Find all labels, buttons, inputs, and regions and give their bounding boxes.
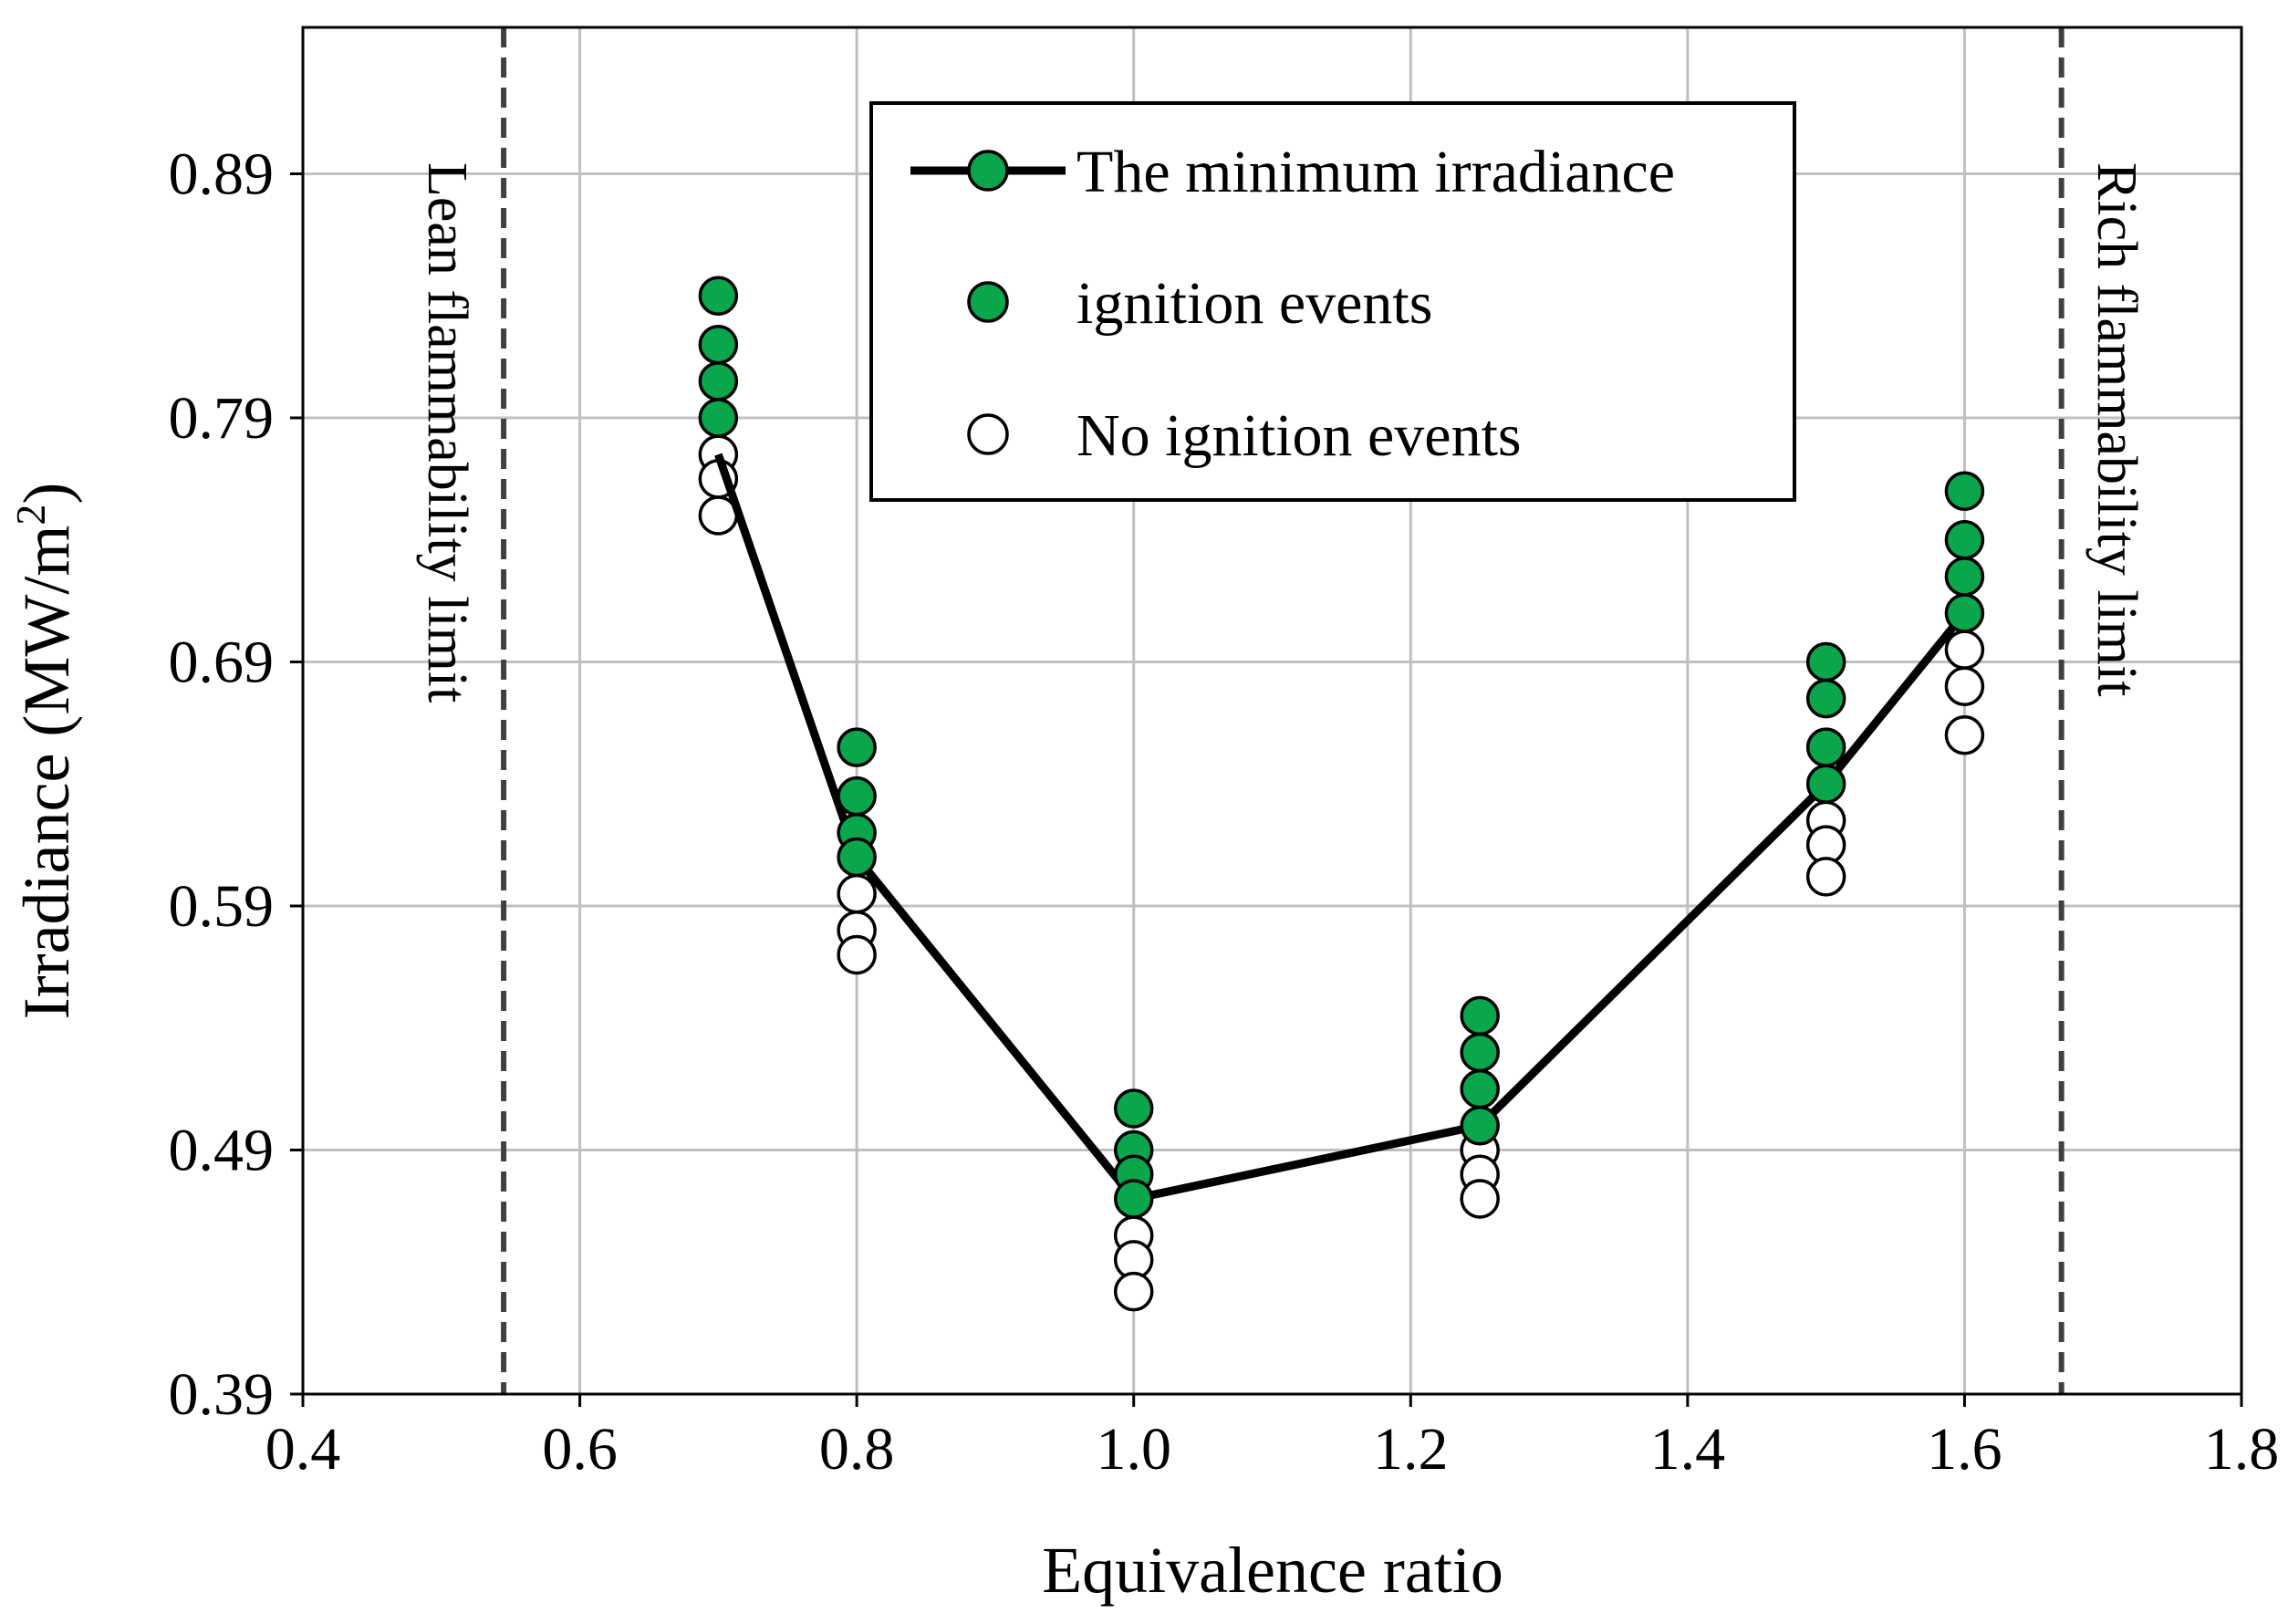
x-axis-title: Equivalence ratio xyxy=(1042,1534,1503,1607)
ignition-point xyxy=(1944,471,1985,511)
ignition-point xyxy=(698,398,739,438)
ignition-point xyxy=(698,325,739,365)
ignition-point xyxy=(1944,593,1985,633)
ignition-point xyxy=(1805,727,1846,767)
ignition-point xyxy=(698,361,739,401)
y-tick-label: 0.79 xyxy=(169,385,275,452)
ignition-point xyxy=(1113,1088,1154,1129)
y-axis-title-tail: ) xyxy=(10,483,83,505)
x-tick-label: 0.4 xyxy=(265,1416,341,1483)
legend-label-minimum-irradiance: The minimum irradiance xyxy=(1076,139,1675,205)
x-tick-label: 0.6 xyxy=(542,1416,618,1483)
y-axis-title: Irradiance (MW/m2) xyxy=(7,483,83,1020)
minimum-irradiance-line xyxy=(714,453,1968,1203)
flammability-limit-lines xyxy=(501,27,2064,1394)
no-ignition-point xyxy=(1460,1179,1500,1219)
legend-label-ignition: ignition events xyxy=(1076,270,1432,337)
lean-limit-label: Lean flammability limit xyxy=(416,162,478,703)
legend-marker-ignition xyxy=(967,281,1009,323)
y-tick-label: 0.49 xyxy=(169,1118,275,1184)
legend-label-no-ignition: No ignition events xyxy=(1076,402,1522,469)
legend-marker-no-ignition xyxy=(967,413,1009,455)
ignition-point xyxy=(837,727,877,767)
ignition-point xyxy=(1944,557,1985,597)
x-tick-label: 1.0 xyxy=(1096,1416,1171,1483)
no-ignition-point xyxy=(1944,630,1985,670)
ignition-point xyxy=(1805,641,1846,682)
ignition-point xyxy=(1944,520,1985,560)
no-ignition-point xyxy=(1944,715,1985,755)
x-tick-label: 1.4 xyxy=(1650,1416,1726,1483)
ignition-point xyxy=(1460,1068,1500,1109)
y-axis-title-superscript: 2 xyxy=(7,505,54,526)
no-ignition-point xyxy=(1805,857,1846,897)
ignition-point xyxy=(1460,995,1500,1036)
x-tick-label: 1.6 xyxy=(1927,1416,2002,1483)
no-ignition-point xyxy=(1944,666,1985,706)
rich-limit-label: Rich flammability limit xyxy=(2085,162,2148,697)
data-series xyxy=(698,276,1985,1312)
no-ignition-point xyxy=(1113,1271,1154,1312)
x-tick-label: 1.2 xyxy=(1373,1416,1449,1483)
legend: The minimum irradiance ignition events N… xyxy=(869,101,1796,502)
ignition-point xyxy=(1805,678,1846,719)
y-tick-label: 0.59 xyxy=(169,873,275,940)
ignition-point xyxy=(837,776,877,817)
y-tick-label: 0.39 xyxy=(169,1361,275,1428)
y-tick-label: 0.69 xyxy=(169,630,275,696)
y-axis-title-main: Irradiance (MW/m xyxy=(10,526,83,1020)
ignition-point xyxy=(837,837,877,878)
ignition-point xyxy=(1113,1179,1154,1219)
axis-ticks: 0.4 0.6 0.8 1.0 1.2 1.4 1.6 1.8 0.39 0.49 0.59 0.69… xyxy=(169,141,2280,1483)
ignition-point xyxy=(1460,1106,1500,1146)
x-tick-label: 1.8 xyxy=(2204,1416,2280,1483)
ignition-point xyxy=(1805,764,1846,804)
ignition-point xyxy=(1460,1032,1500,1073)
plot-frame xyxy=(301,26,2243,1396)
legend-marker-minimum-irradiance xyxy=(967,150,1009,192)
y-tick-label: 0.89 xyxy=(169,141,275,208)
x-tick-label: 0.8 xyxy=(819,1416,895,1483)
no-ignition-point xyxy=(837,934,877,975)
ignition-point xyxy=(698,276,739,316)
no-ignition-point xyxy=(837,873,877,914)
